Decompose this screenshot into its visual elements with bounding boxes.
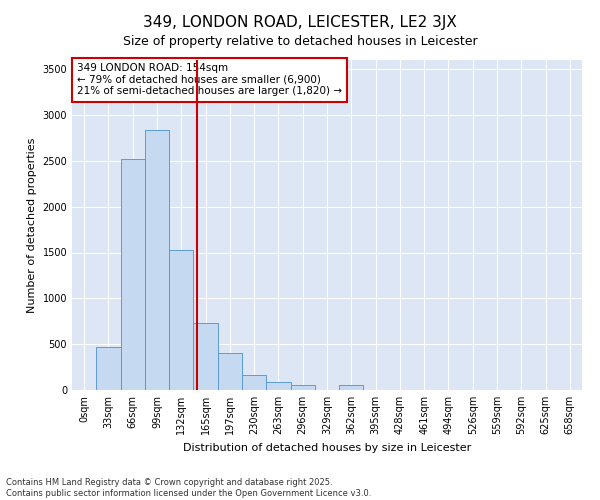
Bar — [121, 159, 145, 390]
Bar — [339, 385, 364, 390]
Bar — [290, 385, 315, 390]
Y-axis label: Number of detached properties: Number of detached properties — [27, 138, 37, 312]
Text: 349, LONDON ROAD, LEICESTER, LE2 3JX: 349, LONDON ROAD, LEICESTER, LE2 3JX — [143, 15, 457, 30]
Bar — [242, 376, 266, 390]
Bar — [169, 250, 193, 390]
Text: Contains HM Land Registry data © Crown copyright and database right 2025.
Contai: Contains HM Land Registry data © Crown c… — [6, 478, 371, 498]
Bar — [145, 130, 169, 390]
Bar — [96, 347, 121, 390]
X-axis label: Distribution of detached houses by size in Leicester: Distribution of detached houses by size … — [183, 442, 471, 452]
Text: 349 LONDON ROAD: 154sqm
← 79% of detached houses are smaller (6,900)
21% of semi: 349 LONDON ROAD: 154sqm ← 79% of detache… — [77, 64, 342, 96]
Bar — [193, 323, 218, 390]
Bar — [266, 382, 290, 390]
Bar — [218, 354, 242, 390]
Text: Size of property relative to detached houses in Leicester: Size of property relative to detached ho… — [122, 35, 478, 48]
